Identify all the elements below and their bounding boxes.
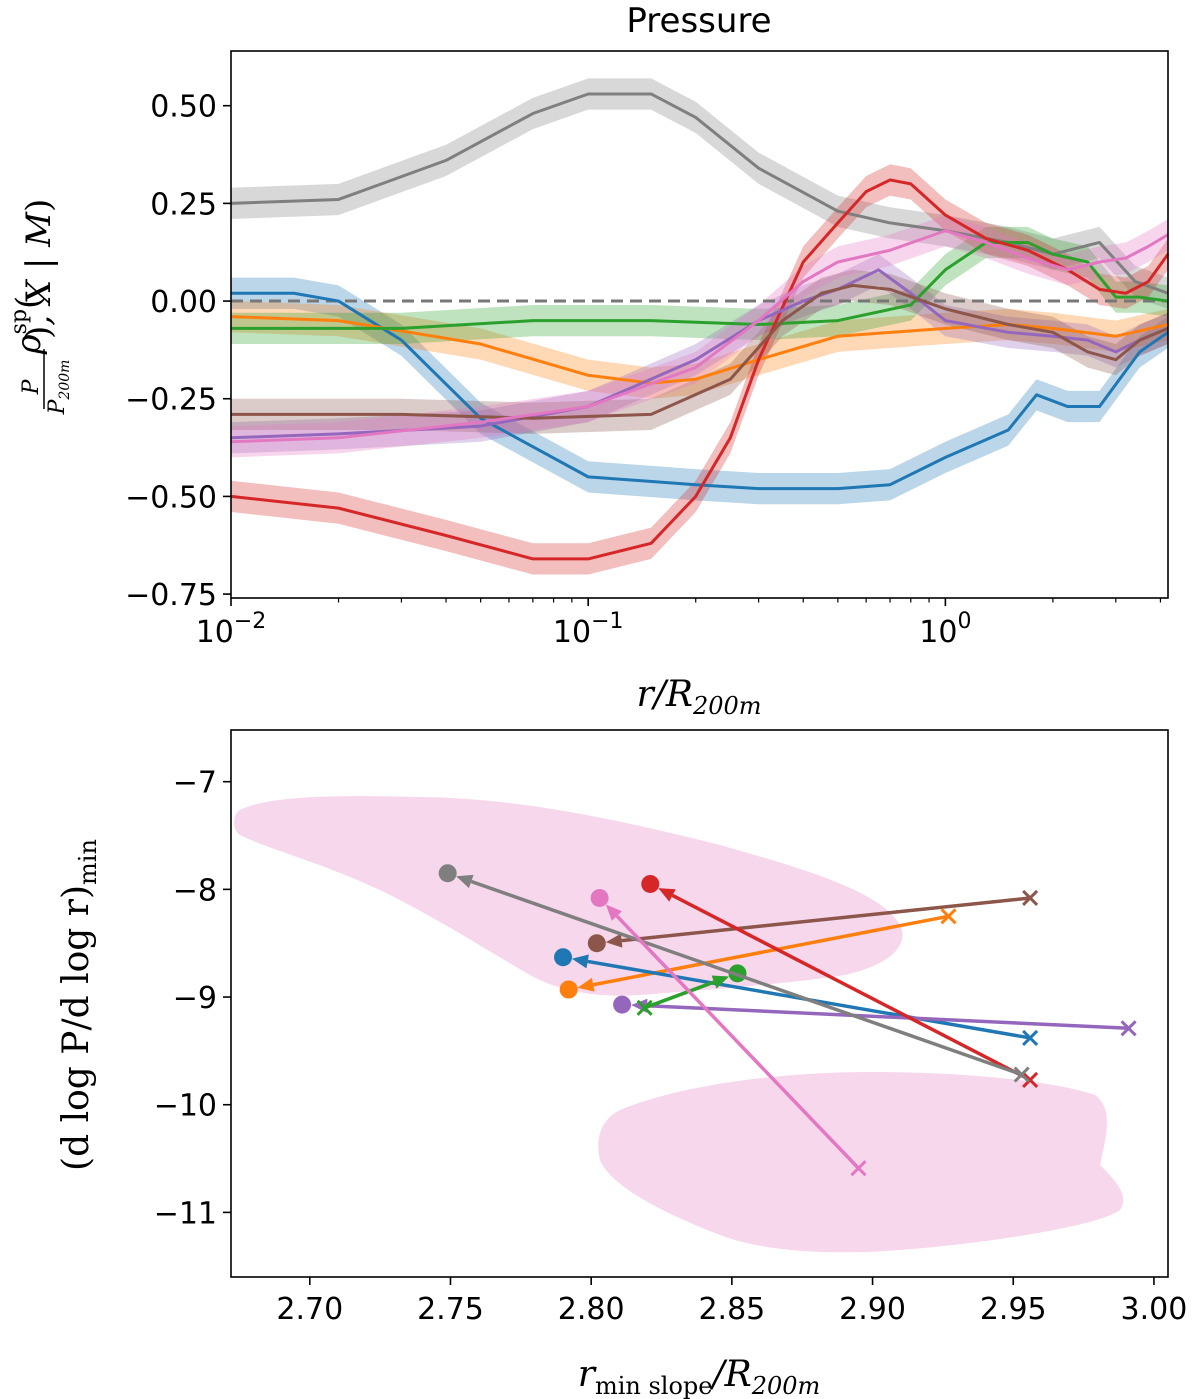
- start-marker-brown: [1022, 889, 1039, 907]
- svg-text:ρsp(​: ρsp(​: [7, 296, 49, 356]
- start-marker-purple: [1120, 1020, 1137, 1037]
- arrow-line-red: [671, 893, 1031, 1082]
- band-gray: [231, 78, 1168, 309]
- density-contour-upper: [234, 796, 903, 996]
- bottom-x-tick-label: 2.95: [980, 1292, 1047, 1327]
- top-y-label-fraction: P P200m ), X | M): [19, 199, 73, 416]
- end-marker-gray: [438, 864, 457, 883]
- arrow-line-green: [644, 980, 715, 1010]
- band-green: [231, 226, 1168, 345]
- arrow-head-orange: [577, 977, 595, 992]
- bottom-x-tick-label: 2.80: [558, 1292, 625, 1327]
- bottom-y-tick-label: −10: [154, 1089, 217, 1124]
- start-marker-orange: [940, 908, 957, 925]
- ylabel-frac-den: P: [45, 398, 70, 415]
- top-x-tick-label: 10−2: [196, 609, 267, 650]
- line-brown: [231, 283, 1169, 420]
- top-x-label: r/R200m: [636, 674, 761, 720]
- top-y-ticks: 0.50 0.25 0.00 −0.25 −0.50 −0.75: [125, 90, 231, 613]
- bottom-x-label: rmin slope/R200m: [578, 1354, 821, 1399]
- end-marker-orange: [559, 980, 578, 999]
- bottom-x-tick-label: 3.00: [1121, 1292, 1188, 1327]
- top-y-tick-label: −0.75: [125, 578, 217, 613]
- end-marker-pink: [590, 888, 609, 907]
- svg-text:P200m: P200m: [45, 360, 73, 416]
- bottom-y-ticks: −7 −8 −9 −10 −11: [154, 766, 231, 1231]
- bottom-x-tick-label: 2.90: [839, 1292, 906, 1327]
- arrow-line-brown: [621, 896, 1031, 943]
- ylabel-frac-den-sub: 200m: [57, 360, 73, 401]
- top-panel: 0.500.250.00−0.25−0.50−0.75 10−2 10−1 100 …: [7, 1, 1170, 720]
- ylabel-rho: ρ: [9, 334, 49, 355]
- top-x-tick-label: 100: [919, 609, 971, 650]
- bottom-x-tick-label: 2.75: [417, 1292, 484, 1327]
- ylabel-sp: sp: [7, 309, 32, 334]
- bottom-y-tick-label: −7: [173, 766, 217, 801]
- top-lines: [230, 92, 1170, 561]
- arrow-head-gray: [456, 874, 474, 889]
- end-marker-blue: [554, 948, 573, 967]
- arrow-line-pink: [615, 914, 860, 1170]
- arrow-head-green: [711, 975, 730, 989]
- bottom-x-tick-label: 2.85: [698, 1292, 765, 1327]
- top-y-tick-label: −0.25: [125, 383, 217, 418]
- end-marker-red: [641, 874, 660, 893]
- band-blue: [231, 277, 1168, 505]
- top-y-tick-label: 0.50: [150, 90, 217, 125]
- arrow-head-pink: [605, 904, 622, 921]
- bottom-y-label: (d log P/d log r)min: [56, 839, 102, 1171]
- line-green: [231, 240, 1169, 330]
- top-y-label: ρsp(​: [7, 296, 49, 356]
- top-x-tick-label: 10−1: [553, 609, 624, 650]
- arrow-head-blue: [571, 954, 589, 969]
- start-marker-red: [1022, 1071, 1039, 1089]
- top-axes-frame: [230, 50, 1169, 599]
- ylabel-rest: , X | M: [19, 211, 59, 326]
- arrow-line-purple: [647, 1003, 1129, 1031]
- bottom-x-tick-label: 2.70: [276, 1292, 343, 1327]
- end-marker-purple: [613, 995, 632, 1014]
- top-y-tick-label: −0.50: [125, 480, 217, 515]
- line-red: [230, 178, 1170, 561]
- density-contour-lower: [598, 1072, 1124, 1253]
- top-title: Pressure: [626, 1, 771, 41]
- svg-text:), X | M): ), X | M): [19, 199, 59, 339]
- end-marker-brown: [587, 934, 606, 953]
- line-pink: [230, 229, 1169, 444]
- start-marker-pink: [850, 1160, 867, 1177]
- bottom-y-tick-label: −9: [173, 981, 217, 1016]
- top-x-ticks: 10−2 10−1 100: [196, 598, 1162, 650]
- start-marker-green: [636, 999, 653, 1016]
- arrow-head-red: [658, 888, 676, 902]
- top-y-tick-label: 0.25: [150, 187, 217, 222]
- bottom-y-tick-label: −8: [173, 873, 217, 908]
- bottom-axes-frame: [230, 729, 1169, 1278]
- line-gray: [230, 92, 1169, 295]
- bottom-arrows: [438, 864, 1137, 1177]
- ylabel-frac-num: P: [19, 378, 44, 395]
- start-marker-gray: [1013, 1066, 1030, 1083]
- start-marker-blue: [1022, 1029, 1039, 1047]
- top-y-tick-label: 0.00: [150, 285, 217, 320]
- bottom-y-tick-label: −11: [154, 1196, 217, 1231]
- bottom-x-ticks: 2.70 2.75 2.80 2.85 2.90 2.95 3.00: [276, 1277, 1187, 1327]
- bottom-panel: −7 −8 −9 −10 −11 2.70 2.75 2.80 2.85 2.90 2.95 3.0…: [56, 729, 1187, 1399]
- arrow-head-brown: [605, 933, 623, 948]
- density-contours: [234, 796, 1124, 1253]
- band-orange: [231, 301, 1168, 399]
- arrow-line-gray: [470, 879, 1023, 1077]
